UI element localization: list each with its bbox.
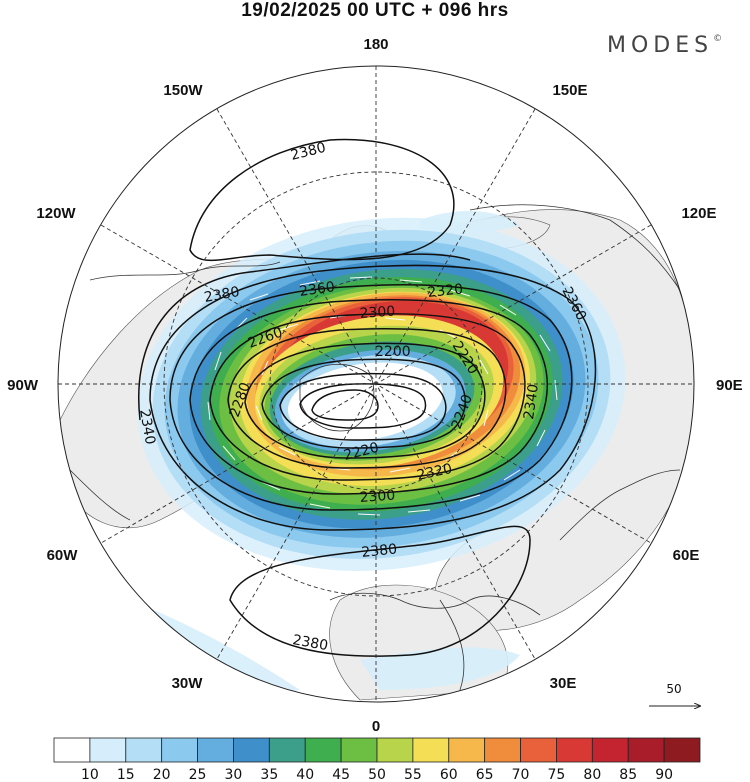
lon-label-60e: 60E	[673, 547, 700, 564]
lon-label-120e: 120E	[681, 205, 716, 222]
longitude-labels: 180 150E 120E 90E 60E 30E 0 30W 60W 90W …	[7, 36, 743, 735]
brand-logo: MODES©	[607, 33, 722, 58]
contour-label: 2320	[427, 281, 464, 301]
graticule	[58, 66, 694, 702]
wind-speed-patches	[130, 210, 520, 700]
lon-label-60w: 60W	[47, 547, 79, 564]
reference-vector-label: 50	[666, 682, 681, 696]
wind-vectors	[207, 276, 558, 516]
lon-label-180: 180	[363, 36, 388, 53]
contour-2280	[227, 327, 507, 469]
brand-name: MODES	[607, 33, 714, 58]
contour-2200	[299, 383, 427, 429]
contour-2240	[261, 358, 466, 449]
map-border	[57, 65, 695, 703]
meridian-120e-60w	[100, 224, 652, 544]
contour-label: 2380	[203, 284, 241, 306]
contour-label: 2360	[298, 279, 336, 300]
geopotential-contours	[138, 138, 597, 657]
lon-label-30e: 30E	[550, 675, 577, 692]
reference-vector: 50	[649, 682, 700, 706]
lon-label-150w: 150W	[163, 82, 203, 99]
lon-label-150e: 150E	[552, 82, 587, 99]
lon-label-30w: 30W	[172, 675, 204, 692]
contour-2380-pacific	[189, 138, 455, 262]
contour-2380-main	[138, 253, 471, 421]
contour-label: 2320	[416, 461, 454, 484]
contour-label: 2300	[359, 304, 396, 322]
brand-mark: ©	[713, 33, 723, 44]
patch-atlantic	[130, 600, 300, 700]
lon-label-120w: 120W	[36, 205, 76, 222]
contour-label: 2200	[375, 344, 411, 360]
chart-title: 19/02/2025 00 UTC + 096 hrs	[241, 0, 509, 21]
contour-2320	[189, 298, 549, 495]
contour-label: 2300	[359, 488, 396, 506]
contour-2300	[209, 313, 526, 481]
contour-2340	[169, 283, 573, 511]
contour-2360	[149, 264, 597, 531]
coastlines	[69, 204, 681, 691]
patch-pacific	[420, 210, 520, 233]
lon-label-0: 0	[372, 718, 380, 735]
contour-label: 2340	[136, 408, 158, 446]
contour-label: 2380	[361, 541, 398, 561]
contour-label: 2380	[291, 632, 329, 654]
contour-2380-atlantic	[229, 525, 531, 657]
lon-label-90w: 90W	[7, 377, 39, 394]
contour-inner-low	[311, 389, 379, 421]
lon-label-90e: 90E	[716, 377, 743, 394]
wind-speed-fill	[137, 217, 626, 571]
contour-label: 2340	[521, 383, 542, 421]
patch-mediterranean	[360, 647, 520, 690]
contour-2220	[279, 372, 447, 441]
contour-2260	[244, 342, 486, 459]
